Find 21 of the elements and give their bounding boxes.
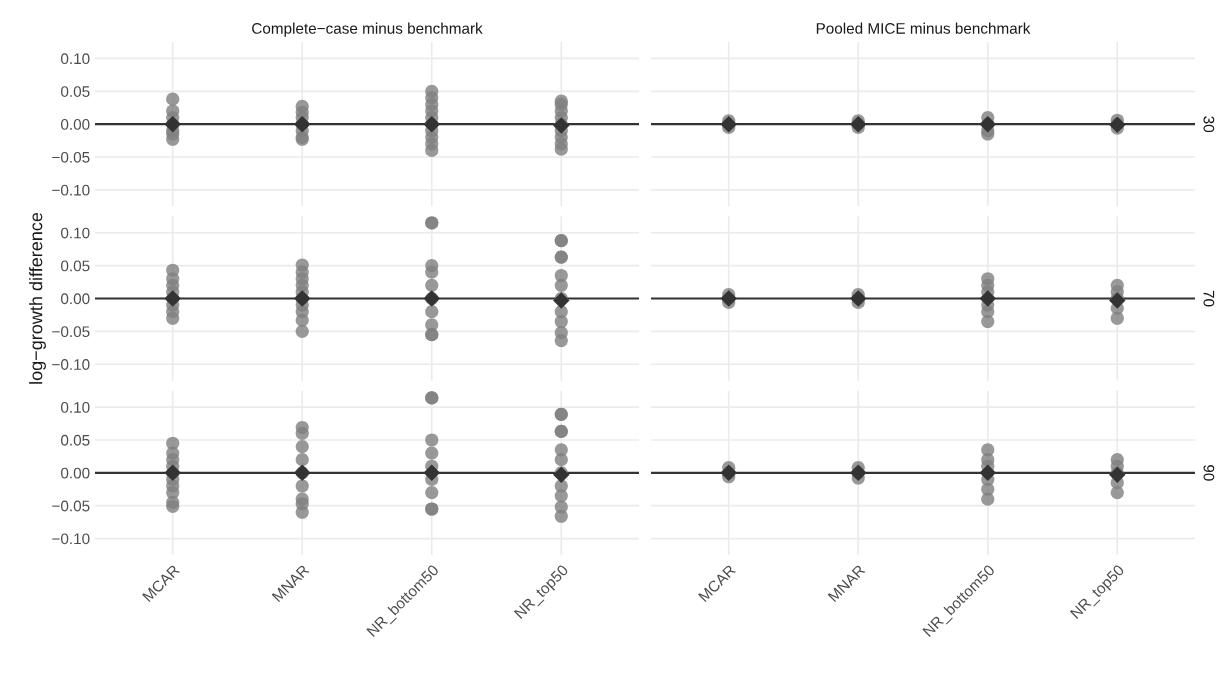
y-tick-label: 0.00	[61, 467, 90, 479]
y-tick-label: −0.10	[52, 184, 90, 196]
y2-axis-title: 90	[1203, 465, 1215, 481]
y-tick-label: 0.00	[61, 119, 90, 130]
y-tick-label: −0.05	[52, 500, 90, 512]
y-tick-label: 0.10	[61, 53, 90, 65]
y-tick-label: −0.05	[52, 151, 90, 163]
y-tick-label: 0.05	[61, 260, 90, 272]
y-tick-label: 0.10	[61, 401, 90, 413]
y-tick-label: −0.10	[52, 533, 90, 545]
y-tick-label: 0.05	[61, 86, 90, 97]
chart-title: Complete−case minus benchmark	[252, 22, 483, 37]
y-tick-label: −0.10	[52, 359, 90, 370]
y2-axis-title: 70	[1203, 290, 1215, 307]
y-tick-label: 0.10	[61, 227, 90, 239]
y-axis-title: log−growth difference	[29, 212, 46, 384]
chart-title: Pooled MICE minus benchmark	[816, 22, 1031, 34]
y-tick-label: 0.00	[61, 293, 90, 305]
y-tick-label: 0.05	[61, 434, 90, 446]
y2-axis-title: 30	[1203, 116, 1215, 133]
y-tick-label: −0.05	[52, 326, 90, 338]
